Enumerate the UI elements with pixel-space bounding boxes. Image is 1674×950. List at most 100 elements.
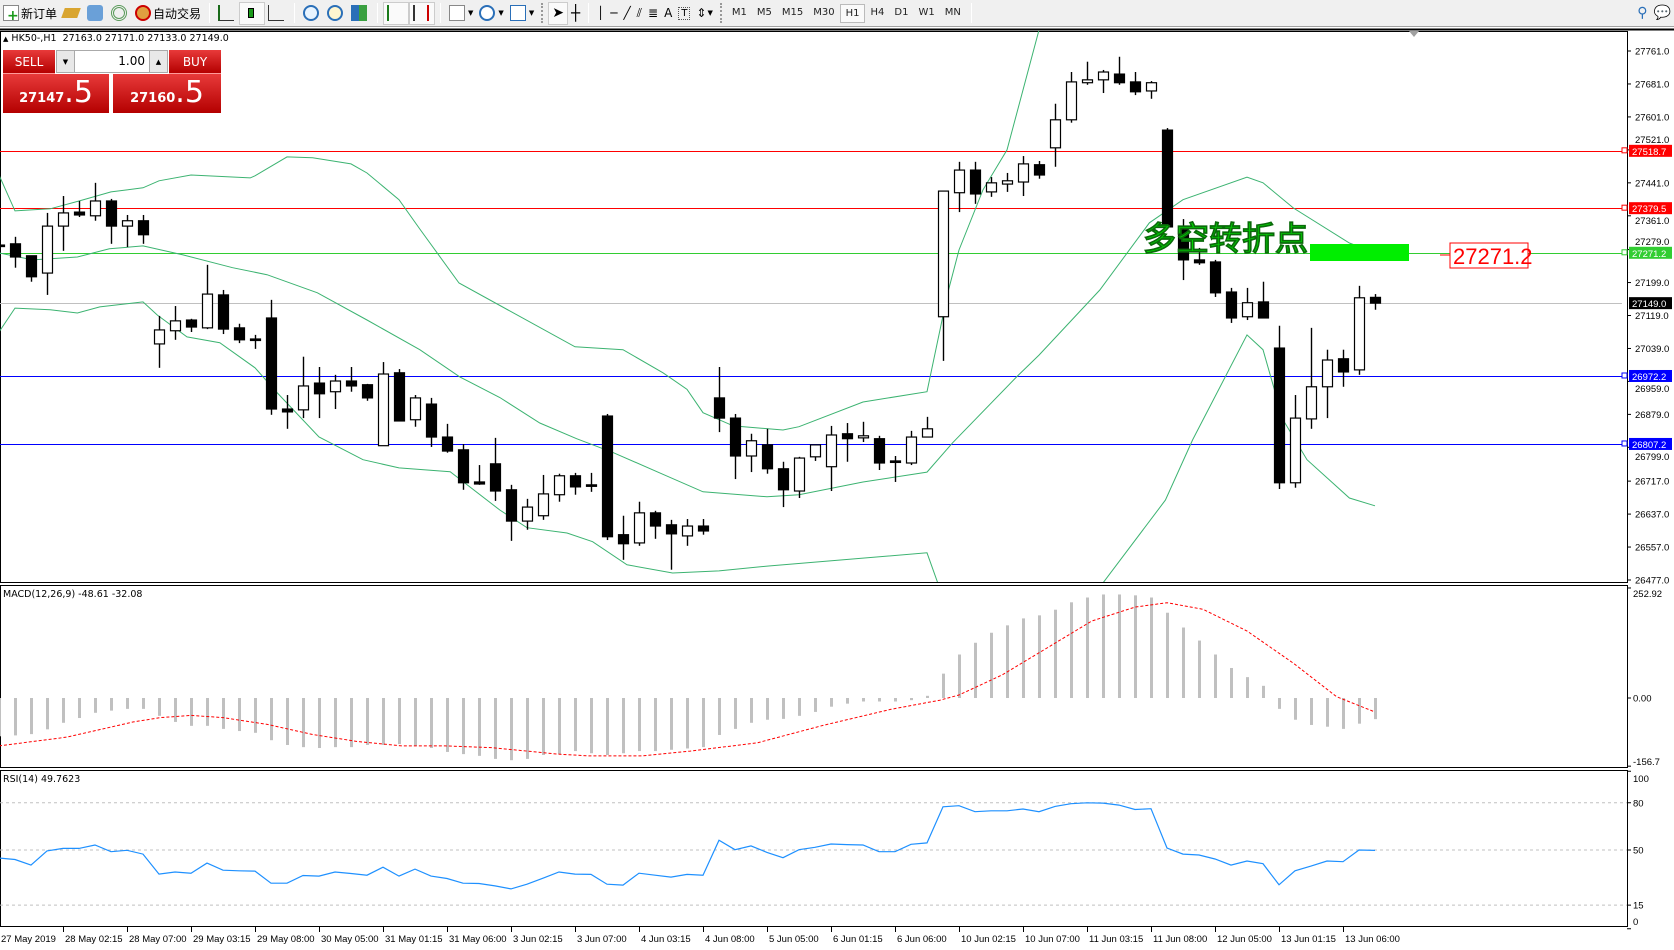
candle-chart-button[interactable] bbox=[239, 1, 266, 25]
candle[interactable] bbox=[761, 428, 774, 474]
candle[interactable] bbox=[1161, 128, 1174, 229]
crosshair-button[interactable]: ┼ bbox=[568, 2, 583, 25]
candle[interactable] bbox=[1305, 327, 1318, 429]
candle[interactable] bbox=[521, 498, 534, 530]
candle[interactable] bbox=[137, 214, 150, 244]
timeframe-m5[interactable]: M5 bbox=[756, 6, 772, 18]
candle[interactable] bbox=[313, 367, 326, 419]
candle[interactable] bbox=[681, 519, 694, 546]
timeframe-mn[interactable]: MN bbox=[944, 6, 961, 18]
candle[interactable] bbox=[905, 430, 918, 466]
channels-button[interactable]: ⫽ bbox=[634, 2, 645, 25]
lot-size-stepper[interactable]: ▼ 1.00 ▲ bbox=[56, 50, 168, 73]
candle[interactable] bbox=[441, 423, 454, 453]
candle[interactable] bbox=[457, 444, 470, 490]
candle[interactable] bbox=[649, 510, 662, 539]
candle[interactable] bbox=[777, 461, 790, 508]
candle[interactable] bbox=[825, 425, 838, 492]
candle[interactable] bbox=[1369, 294, 1382, 310]
candle[interactable] bbox=[217, 289, 230, 335]
periods-button[interactable]: ▼ bbox=[476, 2, 506, 25]
candle[interactable] bbox=[1177, 219, 1190, 281]
market-watch-button[interactable] bbox=[60, 2, 84, 25]
candle[interactable] bbox=[265, 299, 278, 415]
main-pane[interactable] bbox=[0, 31, 1628, 583]
candle[interactable] bbox=[1289, 395, 1302, 488]
candle[interactable] bbox=[809, 444, 822, 461]
candle[interactable] bbox=[1065, 72, 1078, 123]
annotation-text[interactable]: 多空转折点 bbox=[1143, 219, 1309, 259]
vertical-line-button[interactable]: │ bbox=[594, 2, 607, 25]
terminal-button[interactable] bbox=[84, 2, 108, 25]
candle[interactable] bbox=[249, 334, 262, 349]
candle[interactable] bbox=[201, 264, 214, 330]
candle[interactable] bbox=[1113, 56, 1126, 85]
candle[interactable] bbox=[105, 198, 118, 244]
candle[interactable] bbox=[377, 362, 390, 447]
candle[interactable] bbox=[1145, 81, 1158, 99]
collapse-triangle-icon[interactable]: ▲ bbox=[3, 35, 9, 43]
candle[interactable] bbox=[25, 255, 38, 282]
candle[interactable] bbox=[41, 212, 54, 295]
sell-price-button[interactable]: 27147.5 bbox=[3, 74, 110, 113]
candle[interactable] bbox=[1081, 61, 1094, 85]
candle[interactable] bbox=[745, 433, 758, 473]
timeframe-m15[interactable]: M15 bbox=[781, 6, 804, 18]
candle[interactable] bbox=[553, 473, 566, 502]
timeframe-m1[interactable]: M1 bbox=[731, 6, 747, 18]
search-button[interactable]: ⚲ bbox=[1634, 2, 1650, 25]
candle[interactable] bbox=[281, 395, 294, 429]
candle[interactable] bbox=[617, 515, 630, 560]
candle[interactable] bbox=[409, 395, 422, 427]
lot-size-input[interactable]: 1.00 bbox=[118, 54, 145, 68]
candle[interactable] bbox=[505, 484, 518, 541]
rsi-pane[interactable] bbox=[0, 770, 1628, 927]
candle[interactable] bbox=[1337, 349, 1350, 387]
candle[interactable] bbox=[569, 472, 582, 495]
sell-button[interactable]: SELL bbox=[3, 50, 55, 74]
arrows-button[interactable]: ⇕ ▼ bbox=[693, 2, 715, 25]
fibonacci-button[interactable]: ≣ bbox=[645, 2, 661, 25]
candle[interactable] bbox=[0, 244, 6, 248]
candle[interactable] bbox=[489, 437, 502, 501]
lot-decrease-icon[interactable]: ▼ bbox=[57, 51, 75, 72]
indicators-button[interactable]: ▼ bbox=[446, 2, 476, 25]
candle[interactable] bbox=[841, 423, 854, 462]
candle[interactable] bbox=[233, 323, 246, 344]
text-label-button[interactable]: T bbox=[675, 2, 693, 25]
candle[interactable] bbox=[329, 374, 342, 410]
candle[interactable] bbox=[793, 456, 806, 499]
candle[interactable] bbox=[185, 318, 198, 332]
candle[interactable] bbox=[153, 315, 166, 368]
candle[interactable] bbox=[889, 455, 902, 482]
candle[interactable] bbox=[729, 413, 742, 480]
macd-pane[interactable] bbox=[0, 585, 1628, 768]
candle[interactable] bbox=[1129, 72, 1142, 96]
candle[interactable] bbox=[89, 182, 102, 221]
candle[interactable] bbox=[169, 306, 182, 340]
candle[interactable] bbox=[1273, 325, 1286, 489]
candle[interactable] bbox=[361, 383, 374, 401]
candle[interactable] bbox=[345, 367, 358, 392]
candle[interactable] bbox=[969, 161, 982, 204]
candle[interactable] bbox=[585, 472, 598, 492]
timeframe-m30[interactable]: M30 bbox=[813, 6, 835, 18]
candle[interactable] bbox=[665, 519, 678, 570]
candle[interactable] bbox=[473, 465, 486, 485]
chat-button[interactable]: 💬 bbox=[1651, 2, 1674, 25]
bar-chart-button[interactable] bbox=[215, 2, 239, 25]
candle[interactable] bbox=[1097, 69, 1110, 94]
lot-increase-icon[interactable]: ▲ bbox=[149, 51, 167, 72]
text-button[interactable]: A bbox=[661, 2, 675, 25]
candle[interactable] bbox=[1033, 161, 1046, 179]
candle[interactable] bbox=[953, 161, 966, 213]
candle[interactable] bbox=[1257, 281, 1270, 319]
candle[interactable] bbox=[1017, 156, 1030, 197]
candle[interactable] bbox=[1353, 285, 1366, 375]
horizontal-line-button[interactable]: ─ bbox=[607, 2, 620, 25]
candle[interactable] bbox=[697, 519, 710, 535]
auto-trading-button[interactable]: 自动交易 bbox=[132, 2, 204, 25]
candle[interactable] bbox=[1225, 287, 1238, 323]
candle[interactable] bbox=[985, 177, 998, 197]
buy-price-button[interactable]: 27160.5 bbox=[113, 74, 221, 113]
